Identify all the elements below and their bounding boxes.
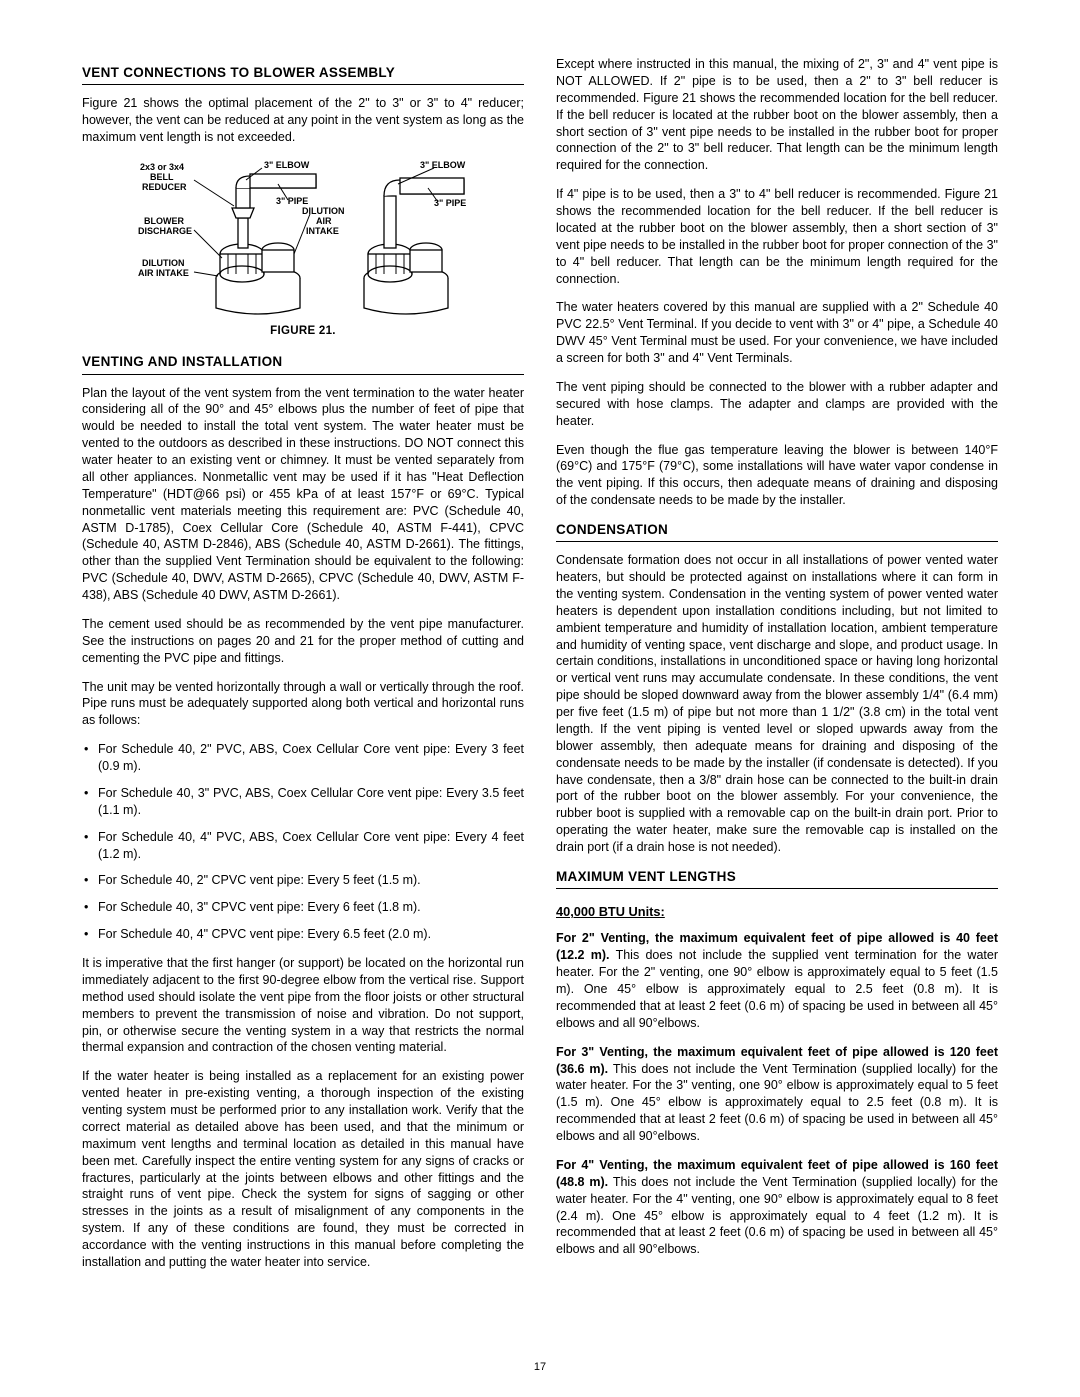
svg-text:3" PIPE: 3" PIPE — [434, 198, 466, 208]
paragraph: The unit may be vented horizontally thro… — [82, 679, 524, 730]
paragraph: The cement used should be as recommended… — [82, 616, 524, 667]
paragraph: If the water heater is being installed a… — [82, 1068, 524, 1271]
left-column: VENT CONNECTIONS TO BLOWER ASSEMBLY Figu… — [82, 56, 524, 1283]
svg-text:2x3 or 3x4: 2x3 or 3x4 — [140, 162, 184, 172]
figure-21: 2x3 or 3x4 BELL REDUCER BLOWER DISCHARGE… — [82, 158, 524, 340]
paragraph: The vent piping should be connected to t… — [556, 379, 998, 430]
heading-venting-installation: VENTING AND INSTALLATION — [82, 353, 524, 371]
paragraph: The water heaters covered by this manual… — [556, 299, 998, 367]
paragraph: It is imperative that the first hanger (… — [82, 955, 524, 1056]
heading-condensation: CONDENSATION — [556, 521, 998, 539]
paragraph: Except where instructed in this manual, … — [556, 56, 998, 174]
svg-text:BLOWER: BLOWER — [144, 216, 184, 226]
rule — [82, 84, 524, 85]
paragraph: Plan the layout of the vent system from … — [82, 385, 524, 604]
btu-subheading: 40,000 BTU Units: — [556, 903, 665, 920]
svg-text:3" ELBOW: 3" ELBOW — [420, 160, 466, 170]
paragraph: Figure 21 shows the optimal placement of… — [82, 95, 524, 146]
svg-text:3" PIPE: 3" PIPE — [276, 196, 308, 206]
rule — [556, 888, 998, 889]
figure-caption: FIGURE 21. — [82, 324, 524, 340]
svg-text:DILUTION: DILUTION — [142, 258, 185, 268]
vent3-rest: This does not include the Vent Terminati… — [556, 1062, 998, 1144]
blower-diagram-icon: 2x3 or 3x4 BELL REDUCER BLOWER DISCHARGE… — [138, 158, 468, 318]
svg-text:BELL: BELL — [150, 172, 174, 182]
paragraph-vent-3: For 3" Venting, the maximum equivalent f… — [556, 1044, 998, 1145]
list-item: For Schedule 40, 4" CPVC vent pipe: Ever… — [82, 926, 524, 943]
list-item: For Schedule 40, 3" CPVC vent pipe: Ever… — [82, 899, 524, 916]
paragraph: Even though the flue gas temperature lea… — [556, 442, 998, 510]
paragraph: Condensate formation does not occur in a… — [556, 552, 998, 856]
svg-text:INTAKE: INTAKE — [306, 226, 339, 236]
list-item: For Schedule 40, 2" CPVC vent pipe: Ever… — [82, 872, 524, 889]
svg-text:REDUCER: REDUCER — [142, 182, 187, 192]
vent2-rest: This does not include the supplied vent … — [556, 948, 998, 1030]
paragraph-vent-4: For 4" Venting, the maximum equivalent f… — [556, 1157, 998, 1258]
svg-text:AIR INTAKE: AIR INTAKE — [138, 268, 189, 278]
heading-max-vent-lengths: MAXIMUM VENT LENGTHS — [556, 868, 998, 886]
heading-vent-connections: VENT CONNECTIONS TO BLOWER ASSEMBLY — [82, 64, 524, 82]
paragraph-vent-2: For 2" Venting, the maximum equivalent f… — [556, 930, 998, 1031]
svg-text:DILUTION: DILUTION — [302, 206, 345, 216]
paragraph: If 4" pipe is to be used, then a 3" to 4… — [556, 186, 998, 287]
rule — [82, 374, 524, 375]
svg-text:3" ELBOW: 3" ELBOW — [264, 160, 310, 170]
vent4-rest: This does not include the Vent Terminati… — [556, 1175, 998, 1257]
support-spacing-list: For Schedule 40, 2" PVC, ABS, Coex Cellu… — [82, 741, 524, 943]
list-item: For Schedule 40, 2" PVC, ABS, Coex Cellu… — [82, 741, 524, 775]
rule — [556, 541, 998, 542]
page-number: 17 — [534, 1360, 546, 1375]
svg-text:DISCHARGE: DISCHARGE — [138, 226, 192, 236]
svg-text:AIR: AIR — [316, 216, 332, 226]
list-item: For Schedule 40, 4" PVC, ABS, Coex Cellu… — [82, 829, 524, 863]
right-column: Except where instructed in this manual, … — [556, 56, 998, 1283]
list-item: For Schedule 40, 3" PVC, ABS, Coex Cellu… — [82, 785, 524, 819]
